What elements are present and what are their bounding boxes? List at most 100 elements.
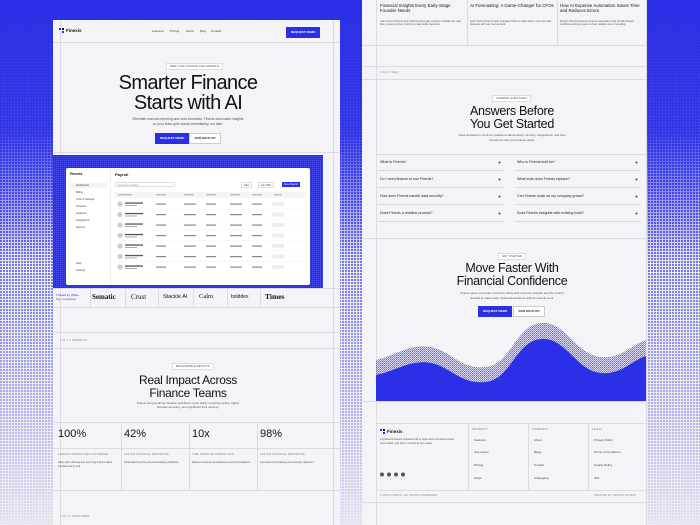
footer-link[interactable]: Pricing: [474, 463, 484, 467]
footer-link[interactable]: FAQs: [474, 476, 482, 480]
logo[interactable]: Finexis: [66, 28, 82, 33]
hero-title: Smarter Finance: [118, 72, 258, 94]
faq-item[interactable]: What tools does Finexis replace?: [515, 171, 641, 188]
menu-item[interactable]: Analytics: [76, 212, 87, 215]
divider: [376, 154, 646, 155]
nav-link[interactable]: Features: [152, 29, 164, 33]
guide-line: [333, 20, 334, 525]
footer-logo[interactable]: Finexis: [387, 429, 403, 434]
footer-link[interactable]: Cookie Policy: [594, 463, 613, 467]
divider: [53, 422, 340, 423]
faq-item[interactable]: Does Finexis integrate with existing too…: [515, 205, 641, 222]
divider: [362, 502, 646, 503]
faq-item[interactable]: Does Finexis a realtime product?: [378, 205, 504, 222]
stat-text: Reduced manual spreadsheets and reconcil…: [192, 461, 251, 464]
footer-link[interactable]: Privacy Policy: [594, 438, 613, 442]
dashboard-brand: Finexis: [70, 172, 83, 176]
nav-link[interactable]: Contact: [211, 29, 222, 33]
social-icons: [380, 472, 405, 477]
copyright: © 2025 FINEXIS. ALL RIGHTS RESERVED: [380, 494, 438, 497]
primary-button[interactable]: REQUEST DEMO: [478, 306, 513, 317]
article-text: Learn how AI finance tools help founders…: [380, 20, 462, 27]
article-title[interactable]: Financial Insights Every Early-Stage Fou…: [380, 3, 451, 14]
filter-button[interactable]: Filter: [241, 182, 253, 189]
footer-link[interactable]: Contact: [534, 463, 545, 467]
nav-cta[interactable]: REQUEST DEMO: [286, 27, 321, 38]
hero-title: Starts with AI: [133, 92, 243, 114]
nav-link[interactable]: Pricing: [170, 29, 180, 33]
menu-item[interactable]: Integrations: [76, 219, 90, 222]
footer-heading: PRODUCT: [472, 427, 488, 431]
cta-subtitle: needed to make better financial decision…: [469, 295, 555, 300]
logo-divider: [260, 288, 261, 307]
menu-item[interactable]: Reports: [76, 226, 86, 229]
logo-divider: [90, 288, 91, 307]
company-logo: Crust: [131, 293, 147, 301]
section-label: [ 02 ] // FEATURES: [60, 514, 90, 518]
footer-link[interactable]: Changelog: [534, 476, 549, 480]
divider: [376, 423, 646, 424]
footer-link[interactable]: About: [534, 438, 542, 442]
company-logo: Calm: [199, 293, 214, 300]
secondary-button[interactable]: JOIN WAITLIST: [189, 133, 221, 144]
cta-subtitle: Finexis gives your team AI-driven clarit…: [460, 291, 564, 295]
faq-item[interactable]: What is Finexis?: [378, 154, 504, 171]
faq-subtitle: Finexis fits into your finance stack.: [489, 137, 535, 142]
company-logo: Times: [265, 292, 285, 301]
nav-link[interactable]: About: [186, 29, 194, 33]
footer-link[interactable]: Features: [474, 438, 486, 442]
faq-subtitle: Clear answers to common questions about …: [458, 133, 566, 137]
secondary-button[interactable]: JOIN WAITLIST: [513, 306, 545, 317]
footer-text: AI-powered finance software built to hel…: [380, 438, 455, 445]
faq-item[interactable]: How does Finexis handle data security?: [378, 188, 504, 205]
impact-subtitle: forecast accuracy, and significant time …: [156, 405, 220, 409]
faq-item[interactable]: Who is Finexis built for?: [515, 154, 641, 171]
footer-link[interactable]: Use Cases: [474, 450, 489, 454]
stat-divider: [121, 422, 122, 490]
divider: [362, 66, 646, 67]
impact-subtitle: Teams using AI-driven finance workflows …: [136, 401, 240, 405]
company-logo: bolddex: [231, 294, 249, 300]
stat-value: 98%: [260, 428, 283, 440]
cta-badge: GET STARTED: [498, 253, 527, 260]
faq-item[interactable]: Can Finexis scale as my company grows?: [515, 188, 641, 205]
divider: [53, 348, 340, 349]
footer-link[interactable]: Blogs: [534, 450, 542, 454]
stat-label: FASTER FINANCIAL REPORTING: [260, 453, 305, 456]
menu-item[interactable]: Products: [76, 205, 87, 208]
stat-label: FINANCE WORKFLOWS AUTOMATED: [58, 453, 109, 456]
divider: [53, 307, 340, 308]
logo-divider: [158, 288, 159, 307]
footer-divider: [468, 423, 469, 490]
footer-link[interactable]: 404: [594, 476, 600, 480]
hero-badge: NEW: FOR FINANCE AND GROWTH: [166, 63, 224, 70]
footer-divider: [588, 423, 589, 490]
guide-line: [646, 0, 647, 525]
stat-value: 42%: [124, 428, 147, 440]
search-field[interactable]: Search for anything: [115, 182, 175, 187]
divider: [362, 238, 646, 239]
menu-item[interactable]: Billing: [76, 191, 83, 194]
send-button[interactable]: Send Payroll: [282, 182, 300, 187]
article-title[interactable]: How AI Expense Automation Saves Time and…: [560, 3, 640, 14]
nav-link[interactable]: Blog: [200, 29, 207, 33]
logo-divider: [125, 288, 126, 307]
menu-item[interactable]: Settings: [76, 269, 86, 272]
period-select[interactable]: Jan 2025: [258, 182, 274, 189]
trusted-text: Trusted by 300k+: [56, 293, 80, 297]
menu-item[interactable]: Help: [76, 262, 82, 265]
menu-item[interactable]: Dashboard: [76, 184, 89, 187]
wave-graphic: [376, 322, 646, 401]
menu-item[interactable]: Tools & Settings: [76, 198, 95, 201]
article-text: Learn how AI finance tools empower CFOs …: [470, 20, 552, 27]
dashboard-heading: Payroll: [115, 172, 129, 177]
footer-link[interactable]: Terms of Conditions: [594, 450, 621, 454]
footer-divider: [528, 423, 529, 490]
stat-text: Automated reporting and forecasting work…: [124, 461, 179, 464]
primary-button[interactable]: REQUEST DEMO: [155, 133, 190, 144]
company-logo: Sematic: [92, 293, 116, 301]
article-title[interactable]: AI Forecasting: A Game-Changer for CFOs: [470, 3, 554, 8]
section-label: [ 04 ] // FAQ: [380, 70, 399, 74]
faq-item[interactable]: Do I need finance to use Finexis?: [378, 171, 504, 188]
